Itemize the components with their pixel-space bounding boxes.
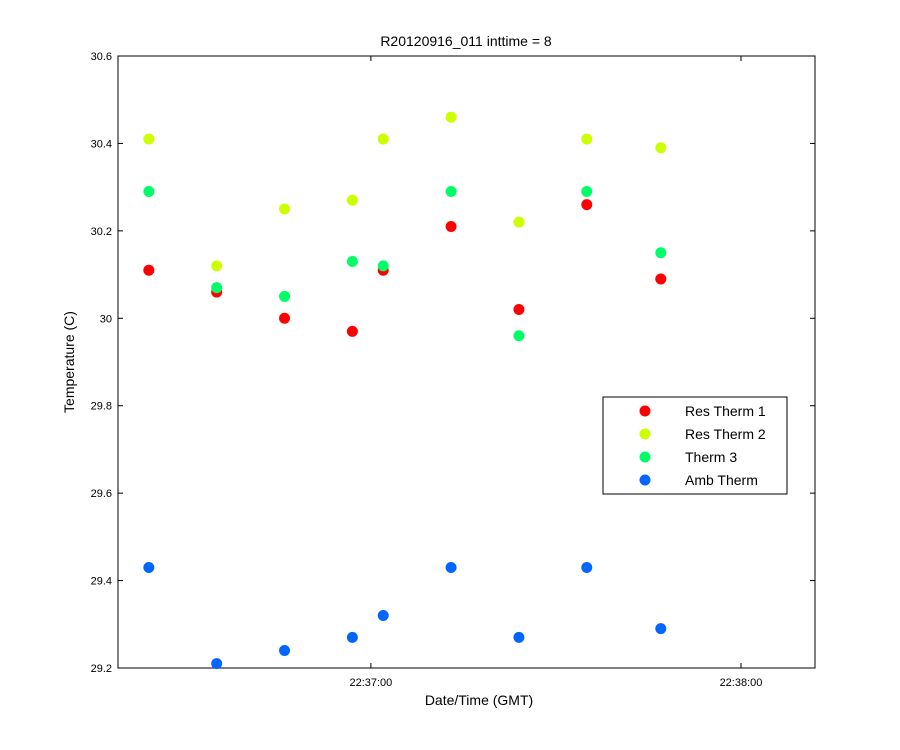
- data-point-amb-therm: [445, 561, 457, 573]
- data-point-res-therm-2: [445, 111, 457, 123]
- data-points: [143, 111, 667, 670]
- y-axis-label: Temperature (C): [61, 311, 77, 413]
- data-point-res-therm-1: [143, 264, 155, 276]
- data-point-amb-therm: [346, 631, 358, 643]
- data-point-res-therm-1: [513, 304, 525, 316]
- data-point-therm-3: [346, 255, 358, 267]
- y-tick-label: 29.8: [91, 401, 112, 413]
- legend: Res Therm 1 Res Therm 2 Therm 3 Amb Ther…: [602, 396, 788, 495]
- y-tick-label: 30: [100, 313, 112, 325]
- data-point-amb-therm: [211, 658, 223, 670]
- data-point-therm-3: [655, 247, 667, 259]
- data-point-therm-3: [279, 290, 291, 302]
- y-tick-label: 29.4: [91, 576, 112, 588]
- legend-label-res-therm-2: Res Therm 2: [685, 426, 766, 442]
- data-point-res-therm-2: [143, 133, 155, 145]
- data-point-res-therm-1: [445, 220, 457, 232]
- legend-marker-res-therm-2: [639, 428, 651, 440]
- plot-area: [117, 55, 816, 669]
- data-point-amb-therm: [377, 610, 389, 622]
- series-res-therm-2: [143, 111, 667, 272]
- legend-box: [602, 396, 788, 495]
- data-point-res-therm-2: [346, 194, 358, 206]
- data-point-therm-3: [143, 186, 155, 198]
- data-point-res-therm-1: [655, 273, 667, 285]
- data-point-therm-3: [445, 186, 457, 198]
- y-tick-label: 29.2: [91, 663, 112, 675]
- x-tick-label: 22:37:00: [349, 677, 392, 689]
- x-axis: 22:37:00 22:38:00: [349, 56, 762, 689]
- data-point-res-therm-2: [581, 133, 593, 145]
- data-point-therm-3: [377, 260, 389, 272]
- legend-label-amb-therm: Amb Therm: [685, 472, 758, 488]
- legend-marker-res-therm-1: [639, 405, 651, 417]
- y-axis: 29.2 29.4 29.6 29.8 30 30.2 30.4 30.6: [91, 51, 815, 675]
- data-point-therm-3: [581, 186, 593, 198]
- legend-marker-therm-3: [639, 451, 651, 463]
- data-point-res-therm-1: [346, 325, 358, 337]
- x-tick-label: 22:38:00: [720, 677, 763, 689]
- legend-marker-amb-therm: [639, 474, 651, 486]
- chart-title: R20120916_011 inttime = 8: [380, 33, 552, 49]
- data-point-res-therm-2: [279, 203, 291, 215]
- series-amb-therm: [143, 561, 667, 670]
- data-point-res-therm-2: [655, 142, 667, 154]
- y-tick-label: 30.6: [91, 51, 112, 63]
- data-point-res-therm-1: [581, 199, 593, 211]
- data-point-amb-therm: [143, 561, 155, 573]
- y-tick-label: 30.4: [91, 138, 112, 150]
- data-point-therm-3: [211, 282, 223, 294]
- data-point-res-therm-2: [377, 133, 389, 145]
- data-point-res-therm-2: [211, 260, 223, 272]
- data-point-res-therm-1: [279, 312, 291, 324]
- data-point-therm-3: [513, 330, 525, 342]
- data-point-res-therm-2: [513, 216, 525, 228]
- data-point-amb-therm: [279, 645, 291, 657]
- series-therm-3: [143, 186, 667, 342]
- data-point-amb-therm: [655, 623, 667, 635]
- x-axis-label: Date/Time (GMT): [425, 692, 533, 708]
- legend-label-therm-3: Therm 3: [685, 449, 737, 465]
- data-point-amb-therm: [581, 561, 593, 573]
- y-tick-label: 29.6: [91, 488, 112, 500]
- data-point-amb-therm: [513, 631, 525, 643]
- legend-label-res-therm-1: Res Therm 1: [685, 403, 766, 419]
- y-tick-label: 30.2: [91, 226, 112, 238]
